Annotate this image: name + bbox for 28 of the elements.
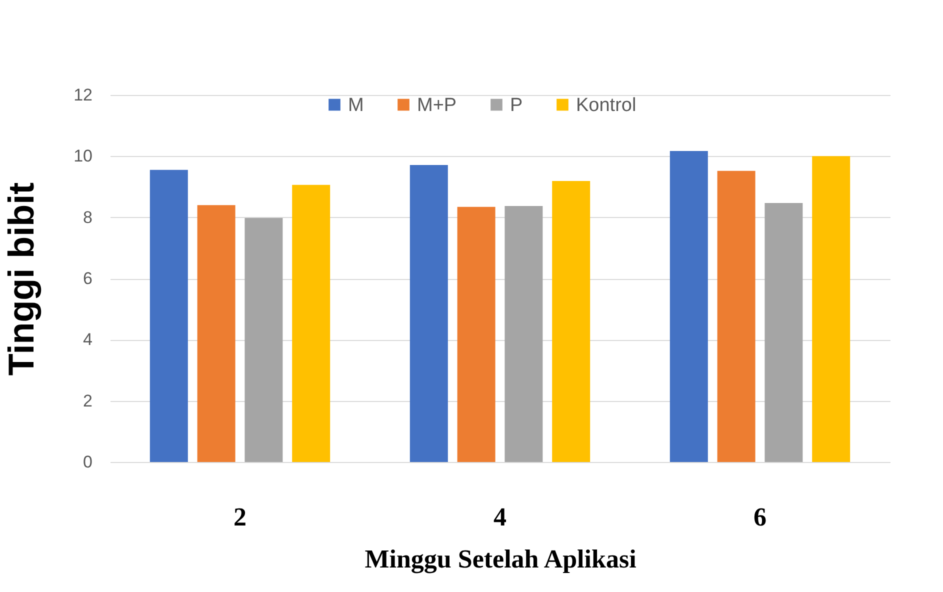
bar xyxy=(457,206,496,462)
bar xyxy=(292,184,330,462)
legend-label: M xyxy=(348,94,364,116)
y-tick-label: 6 xyxy=(83,269,92,288)
bar xyxy=(812,156,850,462)
y-tick-label: 8 xyxy=(83,208,92,227)
y-axis-title: Tinggi bibit xyxy=(0,182,42,376)
y-tick-label: 12 xyxy=(74,86,92,104)
legend-label: P xyxy=(510,94,523,116)
legend-label: Kontrol xyxy=(576,94,636,116)
y-tick-label: 10 xyxy=(74,146,92,166)
bar xyxy=(150,170,188,462)
y-tick-label: 2 xyxy=(83,391,92,410)
x-tick-label: 6 xyxy=(754,502,766,532)
x-axis-title: Minggu Setelah Aplikasi xyxy=(364,544,636,574)
bar xyxy=(764,202,803,462)
bar xyxy=(504,206,543,462)
bar xyxy=(410,165,448,462)
y-tick-label: 4 xyxy=(83,330,92,350)
bar xyxy=(197,205,236,462)
y-tick-label: 0 xyxy=(83,452,92,472)
bar xyxy=(717,170,756,462)
bar xyxy=(244,218,283,462)
legend-label: M+P xyxy=(417,94,457,116)
bar xyxy=(552,180,590,462)
x-tick-label: 4 xyxy=(494,502,506,532)
bar xyxy=(670,150,708,462)
x-tick-label: 2 xyxy=(234,502,246,532)
